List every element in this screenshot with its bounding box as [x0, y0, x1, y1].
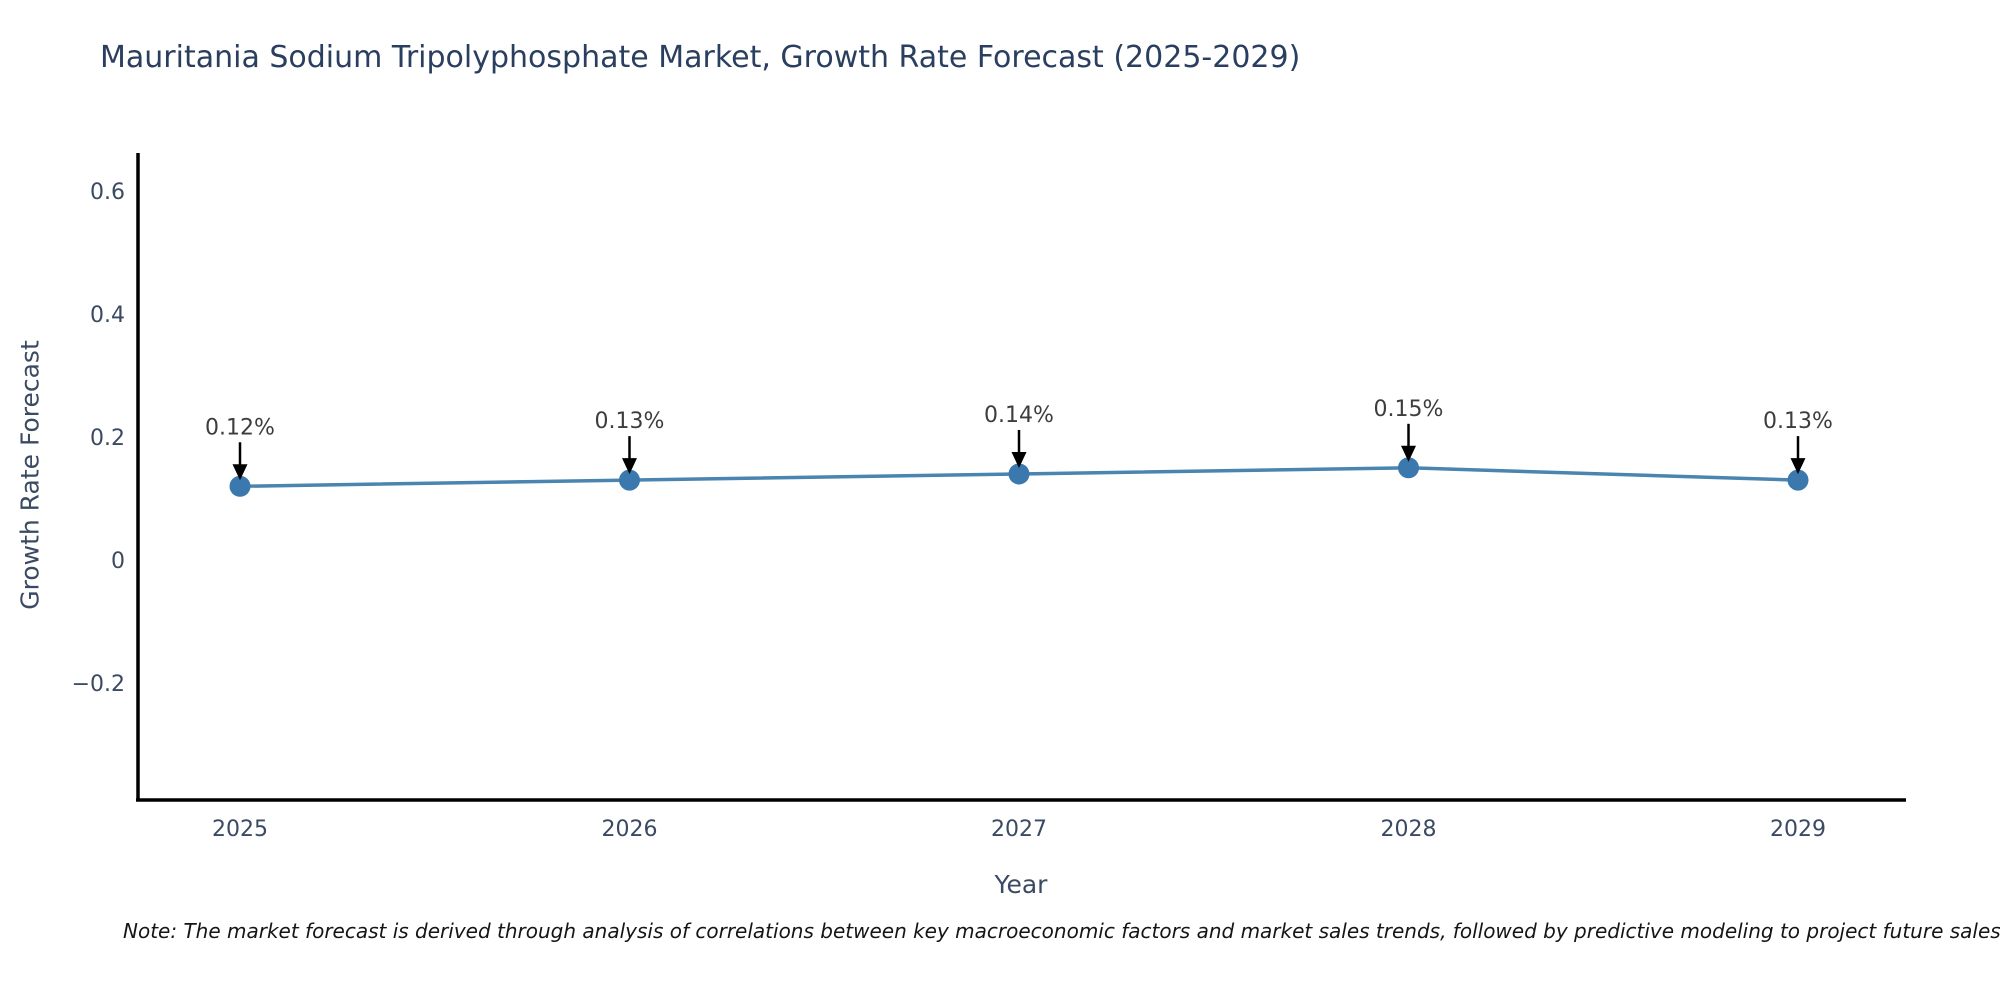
chart-title: Mauritania Sodium Tripolyphosphate Marke… — [100, 40, 1301, 75]
data-point-marker — [1008, 463, 1030, 485]
y-tick-label: 0.4 — [90, 303, 125, 328]
data-point-value-label: 0.14% — [984, 403, 1054, 428]
y-tick-label: 0 — [111, 549, 125, 574]
x-tick-label: 2027 — [991, 817, 1047, 842]
data-point-value-label: 0.13% — [595, 409, 665, 434]
data-point-value-label: 0.15% — [1374, 397, 1444, 422]
data-point-value-label: 0.12% — [205, 415, 275, 440]
forecast-line-series — [229, 457, 1809, 497]
footnote-text: Note: The market forecast is derived thr… — [123, 919, 2000, 943]
x-axis-title: Year — [994, 870, 1048, 899]
annotation-arrow-head — [622, 458, 637, 475]
data-point-marker — [229, 475, 251, 497]
data-point-marker — [1787, 469, 1809, 491]
y-tick-label: −0.2 — [72, 672, 125, 697]
data-point-value-label: 0.13% — [1763, 409, 1833, 434]
data-point-marker — [1398, 457, 1419, 479]
annotation-arrow-head — [1011, 451, 1027, 468]
y-tick-labels: −0.2 0 0.2 0.4 0.6 — [72, 180, 125, 697]
annotation-arrow-head — [1790, 458, 1806, 475]
x-tick-label: 2025 — [212, 817, 268, 842]
x-tick-label: 2028 — [1381, 817, 1437, 842]
y-tick-label: 0.6 — [90, 180, 125, 205]
x-tick-label: 2026 — [602, 817, 658, 842]
annotation-arrow-head — [232, 464, 248, 481]
x-tick-label: 2029 — [1770, 817, 1826, 842]
data-point-marker — [619, 469, 640, 491]
point-annotations: 0.12% 0.13% 0.14% 0.15% 0.13% — [205, 397, 1833, 481]
x-tick-labels: 2025 2026 2027 2028 2029 — [212, 817, 1826, 842]
annotation-arrow-head — [1401, 445, 1416, 462]
y-tick-label: 0.2 — [90, 426, 125, 451]
